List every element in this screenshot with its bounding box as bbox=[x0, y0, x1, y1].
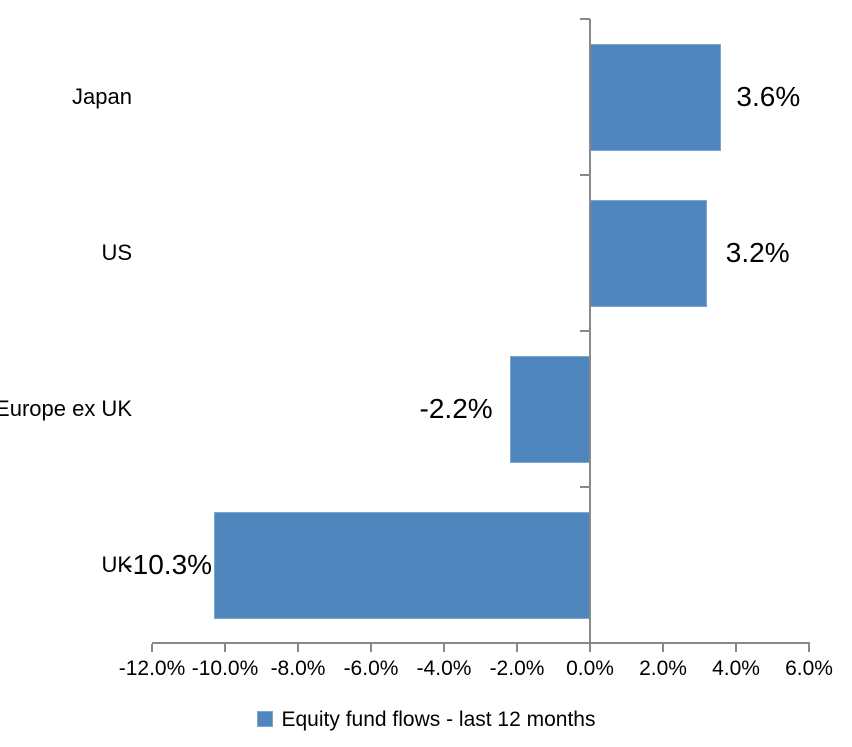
x-axis-tick bbox=[370, 644, 372, 652]
x-axis-tick bbox=[151, 644, 153, 652]
x-tick-label: -2.0% bbox=[489, 657, 545, 680]
data-label-japan: 3.6% bbox=[736, 81, 801, 112]
x-tick-label: 6.0% bbox=[785, 657, 833, 680]
x-tick-label: -8.0% bbox=[270, 657, 326, 680]
x-tick-label: -12.0% bbox=[118, 657, 186, 680]
bar-europe-ex-uk bbox=[509, 355, 590, 463]
category-label-uk: UK bbox=[101, 552, 132, 577]
category-label-us: US bbox=[101, 240, 132, 265]
x-tick-label: -4.0% bbox=[416, 657, 472, 680]
x-axis-tick bbox=[443, 644, 445, 652]
x-axis-tick bbox=[224, 644, 226, 652]
x-axis-tick bbox=[297, 644, 299, 652]
data-label-europe-ex-uk: -2.2% bbox=[419, 393, 493, 424]
category-label-japan: Japan bbox=[72, 84, 132, 109]
x-tick-label: -10.0% bbox=[191, 657, 259, 680]
data-label-us: 3.2% bbox=[725, 237, 790, 268]
bar-uk bbox=[214, 511, 590, 619]
data-label-uk: -10.3% bbox=[123, 549, 213, 580]
category-label-europe-ex-uk: Europe ex UK bbox=[0, 396, 132, 421]
x-tick-label: 4.0% bbox=[712, 657, 760, 680]
legend-swatch-icon bbox=[256, 711, 273, 727]
x-axis-tick bbox=[808, 644, 810, 652]
x-tick-label: 2.0% bbox=[639, 657, 687, 680]
category-axis-tick bbox=[580, 174, 590, 176]
x-tick-label: 0.0% bbox=[566, 657, 614, 680]
category-axis-tick bbox=[580, 330, 590, 332]
bar-us bbox=[590, 199, 707, 307]
legend: Equity fund flows - last 12 months bbox=[0, 702, 852, 736]
category-axis-tick bbox=[580, 18, 590, 20]
category-axis-tick bbox=[580, 486, 590, 488]
x-axis-tick bbox=[662, 644, 664, 652]
x-tick-label: -6.0% bbox=[343, 657, 399, 680]
zero-axis-line bbox=[589, 19, 591, 643]
bar-japan bbox=[590, 43, 722, 151]
legend-label: Equity fund flows - last 12 months bbox=[281, 707, 596, 731]
x-axis-tick bbox=[735, 644, 737, 652]
x-axis-tick bbox=[589, 644, 591, 652]
x-axis-line bbox=[152, 642, 810, 644]
x-axis-tick bbox=[516, 644, 518, 652]
